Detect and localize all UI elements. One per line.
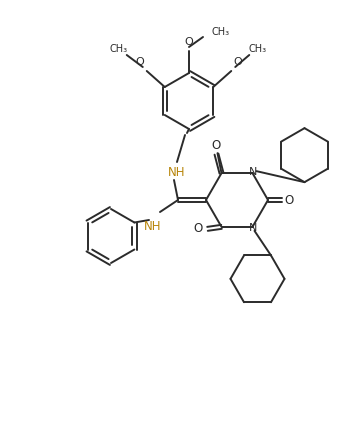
Text: CH₃: CH₃: [248, 44, 266, 54]
Text: CH₃: CH₃: [211, 27, 229, 37]
Text: O: O: [135, 57, 144, 67]
Text: O: O: [185, 37, 193, 47]
Text: O: O: [234, 57, 242, 67]
Text: O: O: [284, 194, 293, 206]
Text: NH: NH: [144, 219, 162, 232]
Text: NH: NH: [168, 165, 186, 178]
Text: N: N: [249, 167, 258, 177]
Text: CH₃: CH₃: [110, 44, 128, 54]
Text: O: O: [211, 139, 220, 152]
Text: N: N: [249, 223, 258, 233]
Text: O: O: [194, 223, 203, 235]
